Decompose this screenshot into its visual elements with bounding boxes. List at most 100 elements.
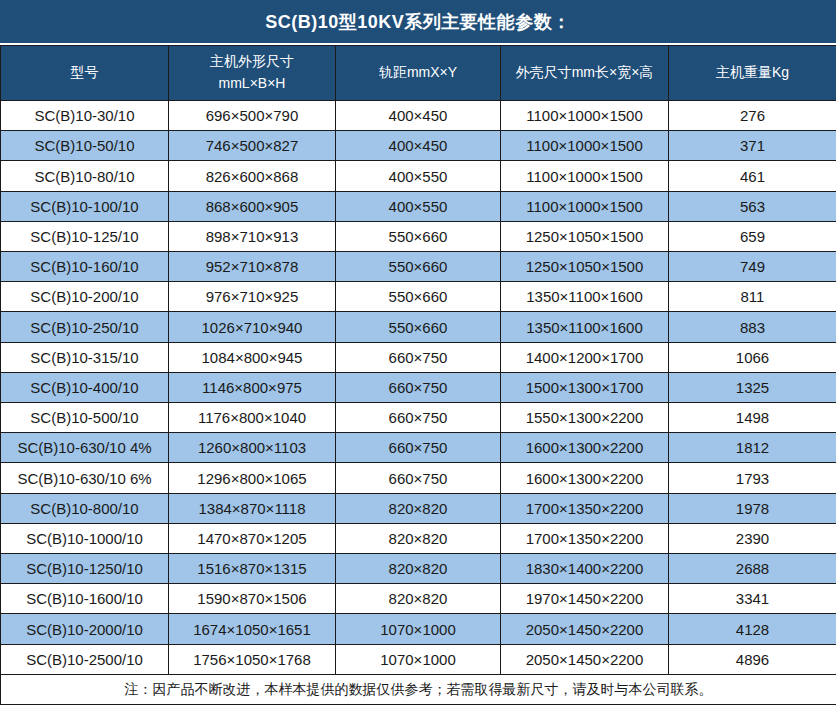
table-cell: SC(B)10-50/10 — [1, 131, 169, 161]
header-line-2: mmL×B×H — [171, 73, 333, 95]
table-cell: 1250×1050×1500 — [501, 252, 669, 282]
table-cell: 1498 — [669, 403, 836, 433]
table-cell: 811 — [669, 282, 836, 312]
table-row: SC(B)10-80/10826×600×868400×5501100×1000… — [1, 161, 836, 191]
table-cell: SC(B)10-2500/10 — [1, 644, 169, 674]
page-title: SC(B)10型10KV系列主要性能参数： — [0, 0, 836, 43]
table-cell: SC(B)10-2000/10 — [1, 614, 169, 644]
table-row: SC(B)10-125/10898×710×913550×6601250×105… — [1, 221, 836, 251]
table-row: SC(B)10-50/10746×500×827400×4501100×1000… — [1, 131, 836, 161]
table-cell: 1350×1100×1600 — [501, 282, 669, 312]
table-cell: 883 — [669, 312, 836, 342]
table-cell: SC(B)10-80/10 — [1, 161, 169, 191]
table-cell: 898×710×913 — [169, 221, 336, 251]
table-cell: 550×660 — [336, 312, 501, 342]
table-cell: 400×550 — [336, 161, 501, 191]
table-cell: 461 — [669, 161, 836, 191]
table-cell: 1978 — [669, 493, 836, 523]
spec-sheet-page: SC(B)10型10KV系列主要性能参数： 型号 主机外形尺寸 mmL×B×H … — [0, 0, 836, 705]
table-row: SC(B)10-500/101176×800×1040660×7501550×1… — [1, 403, 836, 433]
table-cell: 1550×1300×2200 — [501, 403, 669, 433]
table-cell: 1500×1300×1700 — [501, 372, 669, 402]
table-row: SC(B)10-315/101084×800×945660×7501400×12… — [1, 342, 836, 372]
table-cell: 2050×1450×2200 — [501, 614, 669, 644]
table-cell: 1325 — [669, 372, 836, 402]
table-cell: SC(B)10-30/10 — [1, 101, 169, 131]
column-header-model: 型号 — [1, 46, 169, 101]
table-row: SC(B)10-630/10 6%1296×800×1065660×750160… — [1, 463, 836, 493]
table-cell: 976×710×925 — [169, 282, 336, 312]
table-cell: 1296×800×1065 — [169, 463, 336, 493]
table-row: SC(B)10-1250/101516×870×1315820×8201830×… — [1, 554, 836, 584]
table-cell: 1070×1000 — [336, 644, 501, 674]
table-cell: SC(B)10-630/10 4% — [1, 433, 169, 463]
table-cell: 1146×800×975 — [169, 372, 336, 402]
table-body: SC(B)10-30/10696×500×790400×4501100×1000… — [1, 101, 836, 675]
table-cell: 1830×1400×2200 — [501, 554, 669, 584]
table-cell: 660×750 — [336, 403, 501, 433]
column-header-enclosure-size: 外壳尺寸mm长×宽×高 — [501, 46, 669, 101]
table-cell: 550×660 — [336, 252, 501, 282]
table-cell: SC(B)10-1250/10 — [1, 554, 169, 584]
column-header-rail-gauge: 轨距mmX×Y — [336, 46, 501, 101]
table-cell: 1516×870×1315 — [169, 554, 336, 584]
table-cell: 660×750 — [336, 463, 501, 493]
table-cell: 4896 — [669, 644, 836, 674]
table-cell: 820×820 — [336, 493, 501, 523]
table-cell: SC(B)10-800/10 — [1, 493, 169, 523]
table-cell: SC(B)10-125/10 — [1, 221, 169, 251]
table-cell: 696×500×790 — [169, 101, 336, 131]
table-cell: 371 — [669, 131, 836, 161]
table-cell: SC(B)10-160/10 — [1, 252, 169, 282]
table-cell: SC(B)10-400/10 — [1, 372, 169, 402]
column-header-main-dimensions: 主机外形尺寸 mmL×B×H — [169, 46, 336, 101]
table-cell: 660×750 — [336, 342, 501, 372]
table-cell: 276 — [669, 101, 836, 131]
table-cell: 2050×1450×2200 — [501, 644, 669, 674]
table-cell: 952×710×878 — [169, 252, 336, 282]
table-cell: 1100×1000×1500 — [501, 131, 669, 161]
table-cell: 826×600×868 — [169, 161, 336, 191]
table-cell: 563 — [669, 191, 836, 221]
table-cell: 1970×1450×2200 — [501, 584, 669, 614]
table-row: SC(B)10-200/10976×710×925550×6601350×110… — [1, 282, 836, 312]
footnote-row: 注：因产品不断改进，本样本提供的数据仅供参考；若需取得最新尺寸，请及时与本公司联… — [1, 675, 836, 705]
table-row: SC(B)10-1000/101470×870×1205820×8201700×… — [1, 523, 836, 553]
table-cell: 2390 — [669, 523, 836, 553]
table-row: SC(B)10-2000/101674×1050×16511070×100020… — [1, 614, 836, 644]
table-cell: 4128 — [669, 614, 836, 644]
table-cell: SC(B)10-630/10 6% — [1, 463, 169, 493]
table-row: SC(B)10-630/10 4%1260×800×1103660×750160… — [1, 433, 836, 463]
table-cell: 1084×800×945 — [169, 342, 336, 372]
table-cell: 820×820 — [336, 554, 501, 584]
table-cell: SC(B)10-100/10 — [1, 191, 169, 221]
table-row: SC(B)10-30/10696×500×790400×4501100×1000… — [1, 101, 836, 131]
table-cell: 1070×1000 — [336, 614, 501, 644]
table-cell: 1176×800×1040 — [169, 403, 336, 433]
table-cell: 820×820 — [336, 584, 501, 614]
table-cell: 1812 — [669, 433, 836, 463]
table-cell: 1793 — [669, 463, 836, 493]
table-cell: 660×750 — [336, 372, 501, 402]
table-cell: SC(B)10-1000/10 — [1, 523, 169, 553]
header-line-1: 主机外形尺寸 — [171, 51, 333, 73]
table-cell: 1100×1000×1500 — [501, 191, 669, 221]
table-cell: 1250×1050×1500 — [501, 221, 669, 251]
table-cell: 550×660 — [336, 221, 501, 251]
table-cell: 2688 — [669, 554, 836, 584]
table-cell: 1590×870×1506 — [169, 584, 336, 614]
table-cell: 400×550 — [336, 191, 501, 221]
table-cell: 1260×800×1103 — [169, 433, 336, 463]
table-row: SC(B)10-100/10868×600×905400×5501100×100… — [1, 191, 836, 221]
table-cell: 820×820 — [336, 523, 501, 553]
table-cell: 746×500×827 — [169, 131, 336, 161]
table-cell: 660×750 — [336, 433, 501, 463]
column-header-weight: 主机重量Kg — [669, 46, 836, 101]
table-row: SC(B)10-1600/101590×870×1506820×8201970×… — [1, 584, 836, 614]
table-cell: SC(B)10-250/10 — [1, 312, 169, 342]
table-cell: SC(B)10-200/10 — [1, 282, 169, 312]
table-cell: 1100×1000×1500 — [501, 101, 669, 131]
table-cell: 400×450 — [336, 131, 501, 161]
table-row: SC(B)10-800/101384×870×1118820×8201700×1… — [1, 493, 836, 523]
table-row: SC(B)10-160/10952×710×878550×6601250×105… — [1, 252, 836, 282]
